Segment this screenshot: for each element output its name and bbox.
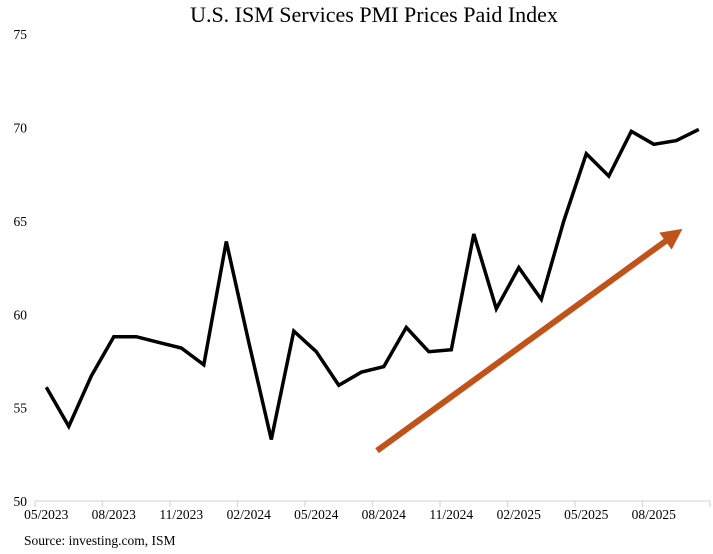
y-tick-label: 50: [14, 494, 28, 509]
y-axis-labels: 50 55 60 65 70 75: [14, 27, 28, 509]
x-tick-label: 08/2025: [632, 507, 677, 522]
upward-trend-arrow: [375, 228, 683, 454]
x-tick-label: 05/2025: [564, 507, 609, 522]
y-tick-label: 55: [14, 401, 28, 416]
x-axis-labels: 05/2023 08/2023 11/2023 02/2024 05/2024 08/20…: [24, 507, 676, 522]
y-tick-label: 75: [14, 27, 28, 42]
pmi-line-series: [44, 127, 700, 440]
y-tick-label: 70: [14, 120, 28, 135]
x-tick-label: 05/2023: [24, 507, 69, 522]
y-tick-label: 65: [14, 214, 28, 229]
x-tick-label: 08/2024: [362, 507, 407, 522]
x-tick-label: 11/2024: [429, 507, 473, 522]
y-tick-label: 60: [14, 307, 28, 322]
x-tick-label: 02/2024: [227, 507, 272, 522]
x-tick-label: 08/2023: [92, 507, 137, 522]
x-axis: [34, 500, 711, 507]
x-tick-label: 05/2024: [294, 507, 339, 522]
chart-title: U.S. ISM Services PMI Prices Paid Index: [190, 2, 558, 27]
x-tick-label: 02/2025: [497, 507, 542, 522]
x-tick-label: 11/2023: [159, 507, 203, 522]
trend-arrow: [375, 228, 683, 454]
source-note: Source: investing.com, ISM: [24, 533, 176, 548]
